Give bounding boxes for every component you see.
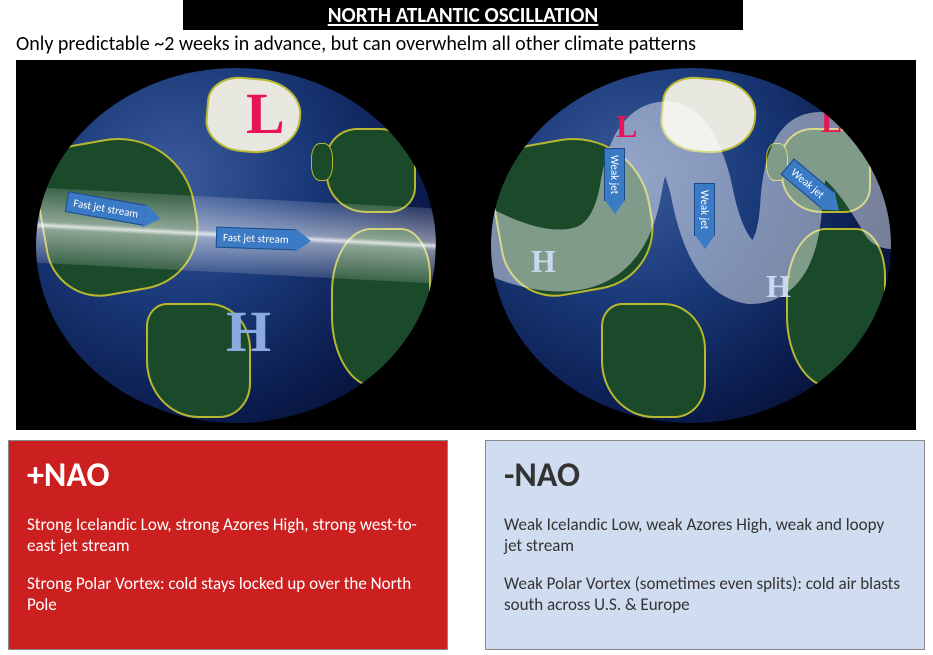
page-title: NORTH ATLANTIC OSCILLATION xyxy=(183,0,743,30)
jet-arrow-icon: Fast jet stream xyxy=(216,227,296,251)
pressure-high-label: H xyxy=(226,298,271,365)
globe-negative-nao: L L H H Weak jet Weak jet Weak jet xyxy=(491,68,891,423)
positive-nao-para1: Strong Icelandic Low, strong Azores High… xyxy=(27,514,429,557)
pressure-low-label: L xyxy=(821,103,842,140)
pressure-high-label: H xyxy=(766,268,791,305)
negative-nao-title: -NAO xyxy=(504,455,906,496)
land-europe-icon xyxy=(326,128,416,213)
subtitle-text: Only predictable ~2 weeks in advance, bu… xyxy=(16,32,696,56)
globe-positive-nao: L H Fast jet stream Fast jet stream xyxy=(36,68,436,423)
positive-nao-box: +NAO Strong Icelandic Low, strong Azores… xyxy=(8,440,448,650)
negative-nao-para1: Weak Icelandic Low, weak Azores High, we… xyxy=(504,514,906,557)
jet-arrow-icon: Weak jet xyxy=(694,183,715,236)
positive-nao-title: +NAO xyxy=(27,455,429,496)
positive-nao-para2: Strong Polar Vortex: cold stays locked u… xyxy=(27,573,429,616)
land-uk-icon xyxy=(311,143,333,181)
globes-container: L H Fast jet stream Fast jet stream L L … xyxy=(16,60,916,430)
negative-nao-box: -NAO Weak Icelandic Low, weak Azores Hig… xyxy=(485,440,925,650)
jet-arrow-icon: Weak jet xyxy=(604,148,625,201)
pressure-low-label: L xyxy=(246,80,285,147)
pressure-low-label: L xyxy=(616,108,637,145)
negative-nao-para2: Weak Polar Vortex (sometimes even splits… xyxy=(504,573,906,616)
pressure-high-label: H xyxy=(531,243,556,280)
